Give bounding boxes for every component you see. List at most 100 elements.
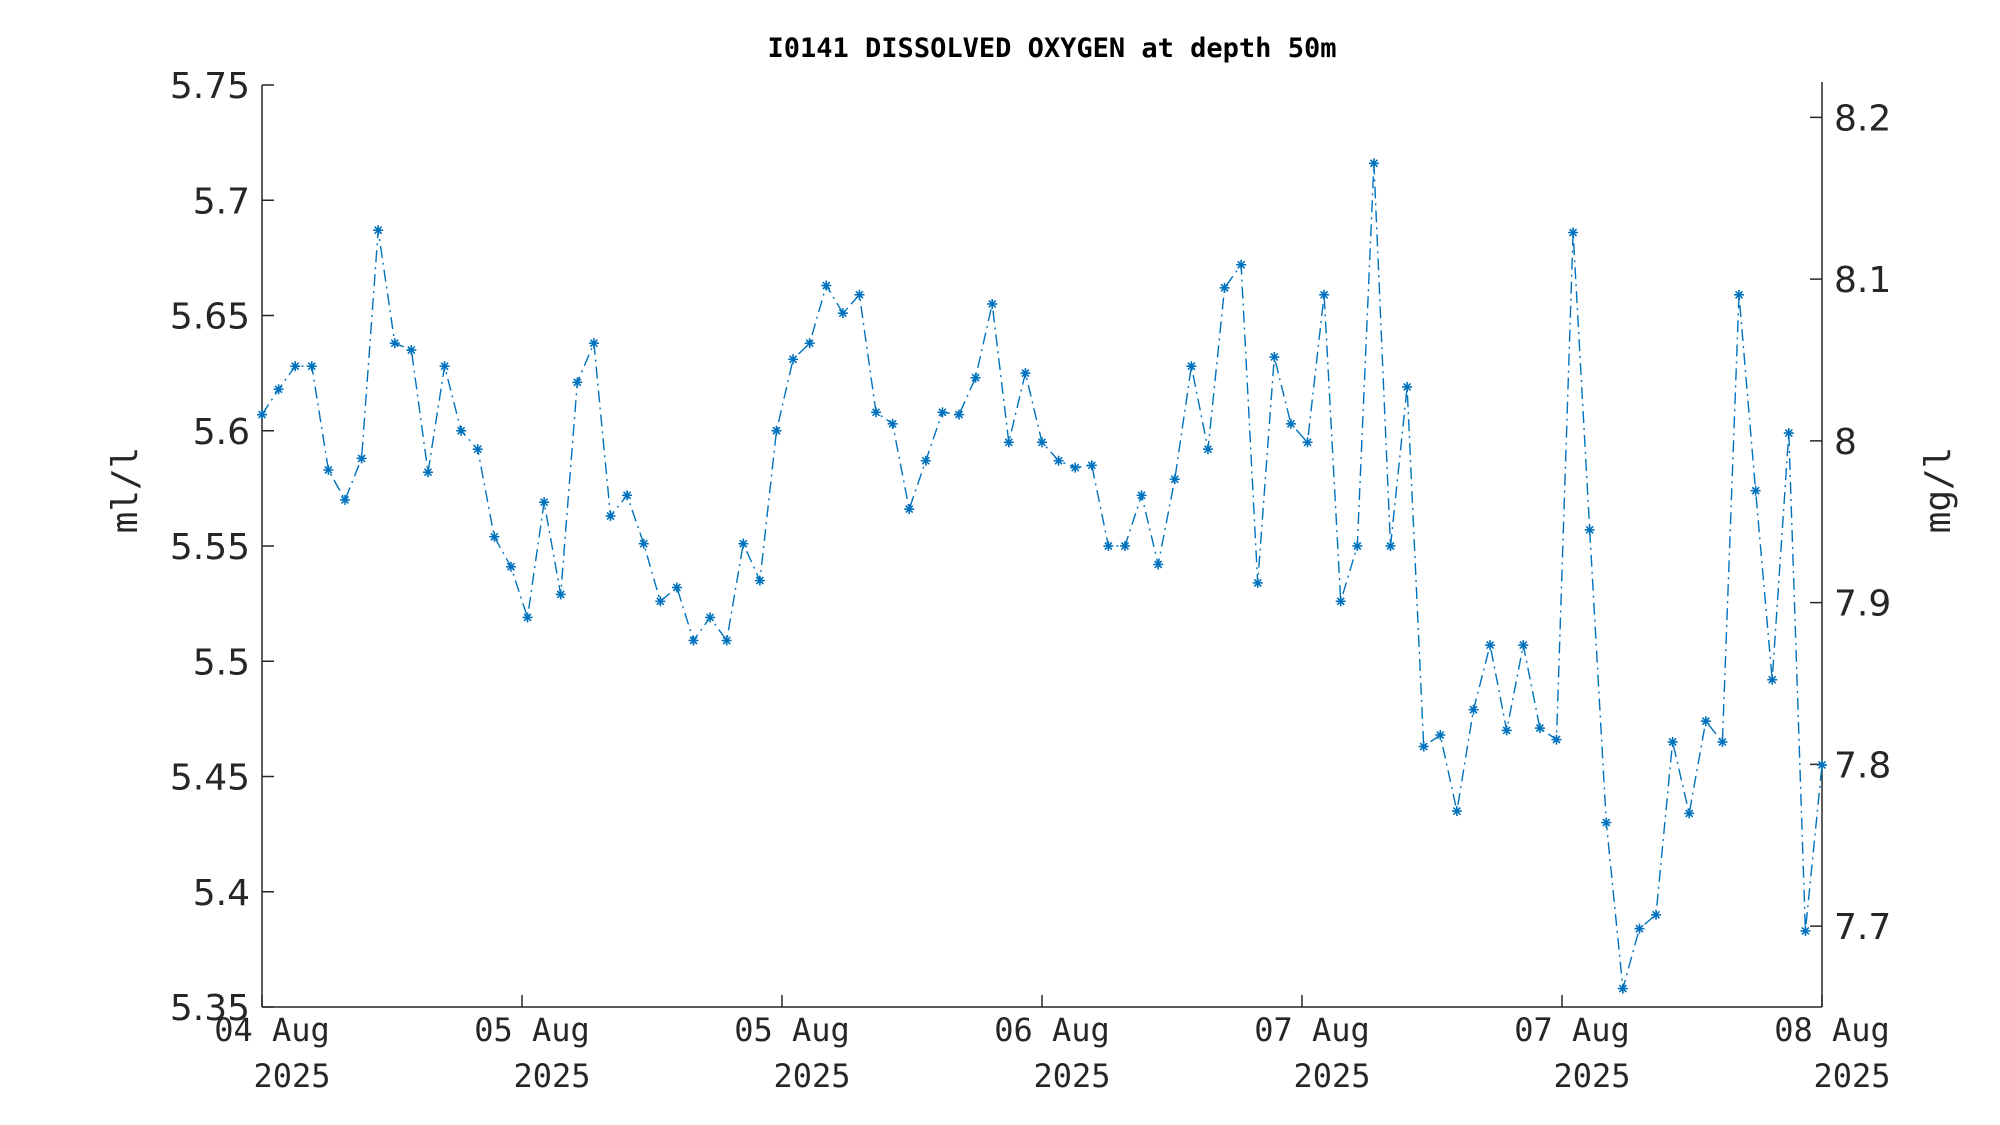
data-point — [1451, 806, 1462, 817]
data-point — [638, 538, 649, 549]
data-point-stroke — [1784, 428, 1793, 438]
data-point-stroke — [324, 465, 333, 475]
x-tick-label-year: 2025 — [513, 1057, 590, 1095]
data-point-stroke — [556, 590, 565, 599]
data-point — [422, 467, 433, 478]
data-point-stroke — [838, 309, 847, 318]
data-point — [1435, 730, 1446, 741]
data-point-stroke — [1286, 419, 1296, 428]
data-point-stroke — [1237, 260, 1246, 269]
data-point — [605, 511, 616, 522]
data-point-stroke — [1618, 984, 1627, 993]
data-point — [1153, 559, 1164, 570]
data-point-stroke — [788, 355, 798, 364]
x-tick-label-day: 07 Aug — [1254, 1011, 1370, 1049]
data-point — [1352, 541, 1363, 551]
data-point-stroke — [1303, 438, 1312, 447]
data-point — [1717, 736, 1728, 747]
data-point — [1219, 282, 1230, 293]
data-point-stroke — [523, 613, 532, 622]
data-point — [671, 582, 682, 593]
data-point-stroke — [772, 426, 781, 435]
data-point — [1086, 460, 1097, 471]
data-point-stroke — [1486, 641, 1495, 650]
x-tick-label-day: 08 Aug — [1774, 1011, 1890, 1049]
data-point — [257, 409, 267, 420]
data-point-stroke — [805, 339, 814, 348]
data-point — [539, 497, 550, 508]
data-point-stroke — [755, 576, 764, 585]
data-point-stroke — [1087, 461, 1096, 470]
data-point — [456, 425, 467, 436]
data-point — [1020, 368, 1031, 379]
data-point-stroke — [1801, 926, 1810, 936]
y-tick-label-right: 7.9 — [1834, 584, 1891, 625]
data-point — [1568, 227, 1579, 238]
data-point — [688, 635, 699, 646]
data-point-stroke — [1270, 352, 1279, 362]
data-point — [1651, 909, 1662, 920]
data-point — [887, 418, 898, 429]
data-point-stroke — [1187, 362, 1196, 371]
data-point — [754, 575, 765, 586]
y-tick-label-right: 8 — [1834, 422, 1857, 463]
data-point — [1485, 640, 1496, 651]
data-point-stroke — [1469, 705, 1478, 714]
data-point — [1667, 736, 1678, 747]
data-point — [1418, 741, 1429, 752]
data-point — [1368, 158, 1379, 169]
data-point — [1136, 490, 1147, 501]
data-point-stroke — [1336, 597, 1345, 606]
data-point — [1402, 381, 1413, 392]
data-point-stroke — [1568, 228, 1578, 237]
data-point-stroke — [1369, 159, 1378, 168]
x-tick-label-year: 2025 — [1293, 1057, 1370, 1095]
y-tick-label-left: 5.55 — [170, 527, 250, 568]
data-point-stroke — [971, 373, 980, 382]
data-point-stroke — [407, 346, 416, 355]
data-point-stroke — [1104, 541, 1113, 551]
data-point — [920, 455, 931, 466]
data-point-stroke — [1220, 283, 1229, 292]
data-point — [323, 464, 334, 475]
data-point-stroke — [1502, 726, 1511, 735]
data-point — [489, 531, 500, 542]
data-point-stroke — [1403, 382, 1412, 392]
data-point — [837, 308, 848, 319]
axes — [261, 82, 1823, 1008]
data-point-stroke — [905, 505, 914, 514]
x-tick-label-year: 2025 — [1813, 1057, 1890, 1095]
y-tick-label-right: 7.8 — [1834, 745, 1891, 786]
data-point — [1684, 808, 1695, 819]
data-point-stroke — [1751, 486, 1760, 495]
data-point-stroke — [1120, 541, 1130, 551]
data-point-stroke — [490, 532, 499, 541]
x-tick-label-year: 2025 — [1033, 1057, 1110, 1095]
data-point — [1584, 524, 1595, 535]
data-point-stroke — [506, 562, 516, 571]
data-point-stroke — [938, 408, 947, 417]
x-tick-label-year: 2025 — [253, 1057, 330, 1095]
data-point-stroke — [390, 339, 399, 348]
y-tick-label-left: 5.75 — [170, 66, 250, 107]
data-point-stroke — [1768, 675, 1777, 684]
data-point — [738, 538, 749, 549]
data-point — [1601, 817, 1612, 828]
data-point — [1236, 259, 1247, 270]
data-point-stroke — [988, 299, 997, 309]
y-axis-label-left: ml/l — [105, 447, 146, 534]
data-point — [290, 361, 301, 372]
data-point — [406, 345, 417, 356]
data-point — [804, 338, 815, 349]
data-point-stroke — [656, 597, 665, 606]
data-point — [522, 612, 533, 623]
data-point — [1269, 351, 1280, 362]
data-point — [854, 289, 865, 300]
data-point — [1783, 428, 1794, 439]
ticks: 5.35 5.4 5.45 5.5 5.55 5.6 5.65 5.7 5.75 7.7 7.8 7.… — [170, 66, 1891, 1095]
y-tick-label-left: 5.5 — [193, 642, 250, 683]
x-tick-label-day: 04 Aug — [214, 1011, 330, 1049]
data-point-stroke — [706, 613, 715, 622]
data-point — [655, 596, 666, 607]
